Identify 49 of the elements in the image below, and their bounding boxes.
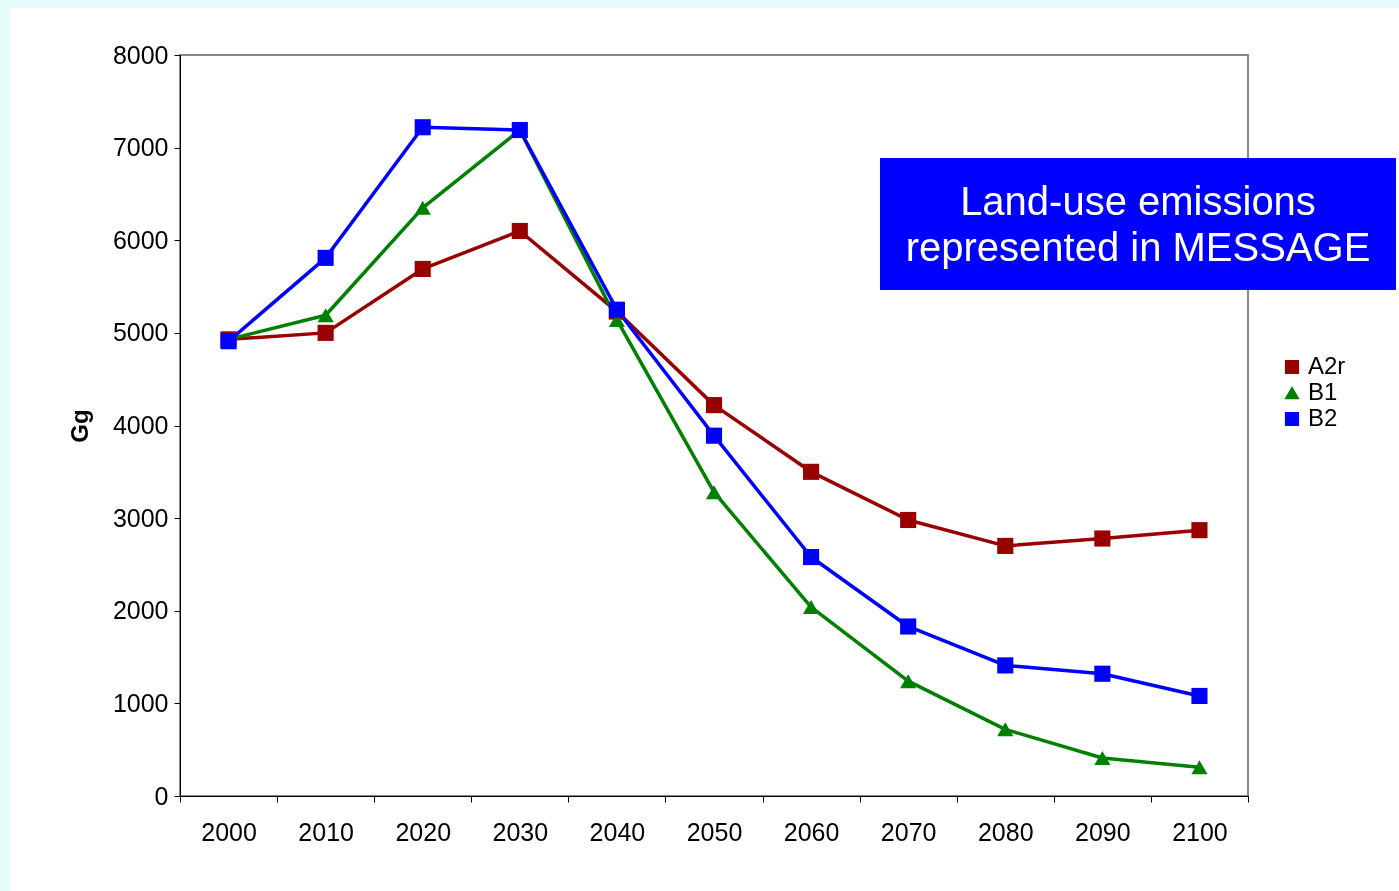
legend-label: B2 — [1308, 404, 1338, 431]
point — [705, 397, 723, 414]
point — [317, 249, 334, 266]
point — [803, 463, 820, 480]
x-tick-label: 2090 — [1075, 817, 1131, 846]
point — [414, 260, 431, 278]
annotation: Land-use emissions represented in MESSAGE — [880, 158, 1396, 290]
point — [705, 427, 723, 444]
x-tick-label: 2030 — [492, 817, 549, 846]
point — [1191, 522, 1208, 539]
x-tick-label: 2040 — [589, 817, 646, 846]
x-tick-label: 2070 — [880, 817, 937, 846]
point — [511, 222, 528, 240]
point — [997, 722, 1014, 737]
point — [414, 119, 431, 136]
x-tick-label: 2050 — [686, 817, 743, 846]
point — [705, 485, 723, 500]
point — [997, 657, 1014, 674]
point — [997, 537, 1014, 554]
point — [317, 324, 334, 341]
x-tick-label: 2020 — [395, 817, 452, 846]
y-tick-label: 6000 — [112, 225, 169, 254]
x-tick-label: 2080 — [977, 817, 1034, 846]
point — [900, 674, 917, 689]
x-tick-label: 2010 — [298, 817, 354, 846]
y-tick-label: 0 — [154, 781, 169, 810]
point — [1094, 751, 1111, 766]
y-tick-label: 5000 — [112, 318, 169, 347]
legend-label: B1 — [1308, 378, 1338, 405]
x-tick-label: 2060 — [783, 817, 840, 846]
point — [900, 618, 917, 635]
point — [414, 200, 431, 215]
legend-label: A2r — [1308, 352, 1346, 379]
point — [1191, 687, 1208, 705]
y-tick-label: 2000 — [112, 596, 169, 625]
y-tick-label: 8000 — [112, 40, 169, 69]
y-tick-label: 4000 — [112, 411, 169, 439]
point — [900, 511, 917, 529]
x-tick-label: 2000 — [201, 817, 257, 846]
point — [1094, 530, 1111, 547]
x-tick-label: 2100 — [1172, 817, 1228, 846]
y-tick-label: 3000 — [112, 503, 169, 532]
y-axis-title: Gg — [65, 409, 93, 443]
y-tick-label: 7000 — [112, 133, 169, 162]
y-tick-label: 1000 — [112, 688, 169, 717]
point — [1094, 665, 1111, 682]
point — [317, 308, 334, 323]
point — [1191, 760, 1208, 775]
point — [803, 548, 820, 566]
